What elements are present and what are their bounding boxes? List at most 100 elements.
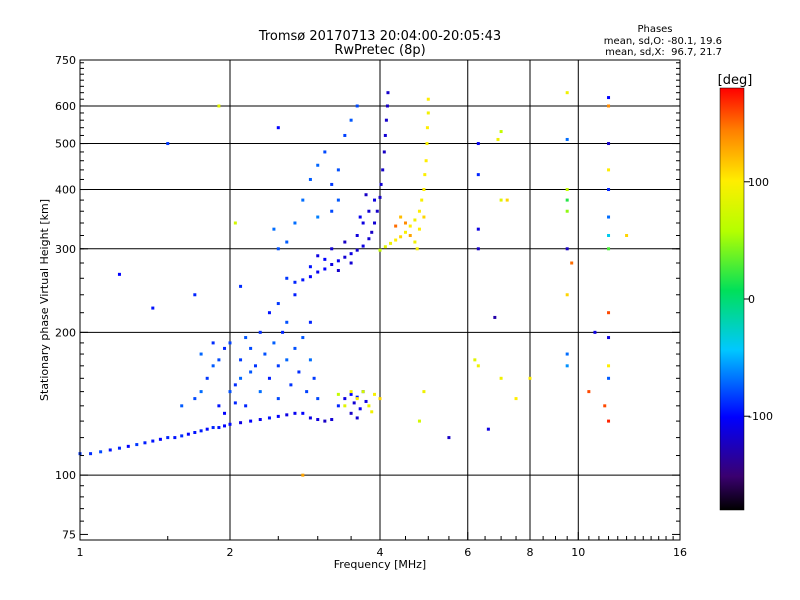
echo-point xyxy=(330,209,334,213)
echo-point xyxy=(244,336,248,340)
echo-point xyxy=(476,173,480,177)
echo-point xyxy=(358,407,362,411)
echo-point xyxy=(316,163,320,167)
echo-point xyxy=(211,341,215,345)
echo-point xyxy=(276,397,280,401)
echo-point xyxy=(323,257,327,261)
echo-point xyxy=(143,441,147,445)
echo-point xyxy=(308,416,312,420)
echo-point xyxy=(373,198,377,202)
echo-point xyxy=(355,104,359,108)
echo-point xyxy=(399,235,403,239)
echo-point xyxy=(289,383,293,387)
echo-point xyxy=(276,364,280,368)
echo-point xyxy=(285,240,289,244)
echo-point xyxy=(301,278,305,282)
echo-point xyxy=(426,97,430,101)
echo-point xyxy=(367,209,371,213)
echo-point xyxy=(276,302,280,306)
echo-point xyxy=(258,330,262,334)
echo-point xyxy=(349,411,353,415)
echo-point xyxy=(403,221,407,225)
echo-point xyxy=(565,137,569,141)
echo-point xyxy=(565,91,569,95)
echo-point xyxy=(223,346,227,350)
echo-point xyxy=(233,401,237,405)
echo-point xyxy=(193,397,197,401)
echo-point xyxy=(316,254,320,258)
echo-point xyxy=(565,247,569,251)
echo-point xyxy=(355,248,359,252)
echo-point xyxy=(355,397,359,401)
echo-point xyxy=(607,104,611,108)
echo-point xyxy=(476,364,480,368)
echo-point xyxy=(394,224,398,228)
echo-point xyxy=(211,364,215,368)
echo-point xyxy=(151,439,155,443)
echo-point xyxy=(426,111,430,115)
echo-point xyxy=(233,383,237,387)
echo-point xyxy=(417,419,421,423)
echo-point xyxy=(422,188,426,192)
echo-point xyxy=(336,404,340,408)
echo-point xyxy=(364,399,368,403)
echo-point xyxy=(361,221,365,225)
echo-point xyxy=(323,150,327,154)
echo-point xyxy=(316,397,320,401)
colorbar-label: [deg] xyxy=(718,73,753,88)
echo-point xyxy=(358,215,362,219)
echo-point xyxy=(336,259,340,263)
plot-frame xyxy=(79,59,681,541)
echo-point xyxy=(565,293,569,297)
echo-point xyxy=(417,209,421,213)
echo-point xyxy=(565,188,569,192)
echo-point xyxy=(272,227,276,231)
echo-point xyxy=(607,376,611,380)
echo-point xyxy=(293,221,297,225)
echo-point xyxy=(312,376,316,380)
echo-point xyxy=(173,436,177,440)
echo-point xyxy=(607,311,611,315)
x-tick-label: 6 xyxy=(464,546,471,559)
echo-point xyxy=(349,261,353,265)
echo-point xyxy=(486,427,490,431)
echo-point xyxy=(193,293,197,297)
echo-point xyxy=(607,336,611,340)
echo-point xyxy=(199,390,203,394)
echo-point xyxy=(367,237,371,241)
echo-point xyxy=(603,404,607,408)
echo-point xyxy=(263,352,267,356)
echo-point xyxy=(355,416,359,420)
echo-point xyxy=(399,215,403,219)
echo-point xyxy=(565,352,569,356)
echo-point xyxy=(293,293,297,297)
echo-point xyxy=(158,437,162,441)
echo-point xyxy=(370,410,374,414)
echo-point xyxy=(505,198,509,202)
echo-point xyxy=(272,341,276,345)
echo-point xyxy=(330,182,334,186)
echo-point xyxy=(408,224,412,228)
y-tick-label: 400 xyxy=(55,184,76,197)
echo-point xyxy=(413,240,417,244)
echo-point xyxy=(285,413,289,417)
echo-point xyxy=(378,397,382,401)
echo-point xyxy=(239,284,243,288)
echo-point xyxy=(301,198,305,202)
echo-point xyxy=(117,446,121,450)
echo-point xyxy=(415,247,419,251)
echo-point xyxy=(361,244,365,248)
echo-point xyxy=(305,390,309,394)
echo-point xyxy=(336,168,340,172)
echo-point xyxy=(233,221,237,225)
echo-point xyxy=(499,130,503,134)
echo-point xyxy=(249,346,253,350)
echo-point xyxy=(199,429,203,433)
echo-point xyxy=(199,352,203,356)
echo-point xyxy=(117,272,121,276)
echo-point xyxy=(330,418,334,422)
echo-point xyxy=(496,137,500,141)
y-tick-label: 100 xyxy=(55,469,76,482)
echo-point xyxy=(593,330,597,334)
echo-point xyxy=(349,392,353,396)
